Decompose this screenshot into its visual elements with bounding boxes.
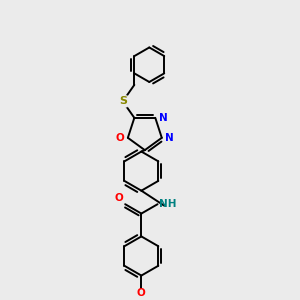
Text: NH: NH: [159, 199, 176, 209]
Text: S: S: [119, 96, 127, 106]
Text: O: O: [116, 133, 124, 143]
Text: O: O: [137, 289, 146, 298]
Text: N: N: [159, 113, 167, 123]
Text: N: N: [165, 133, 174, 143]
Text: O: O: [114, 193, 123, 203]
